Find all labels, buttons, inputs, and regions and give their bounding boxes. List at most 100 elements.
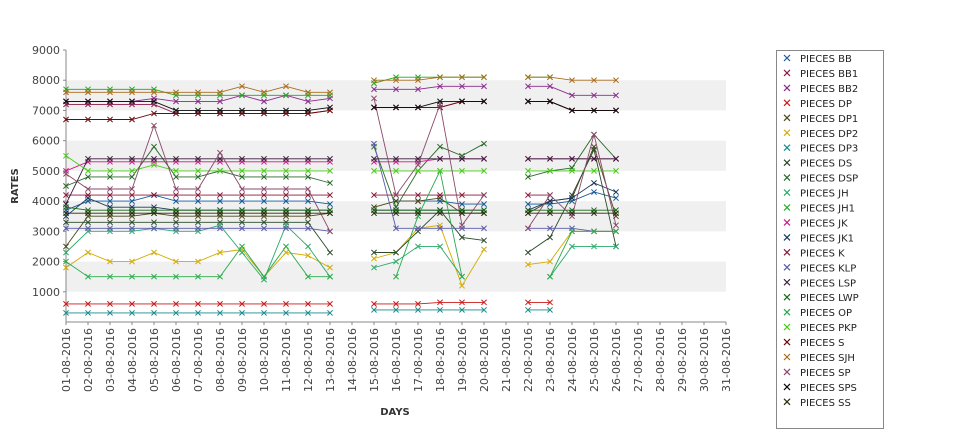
data-point: [239, 192, 245, 199]
data-point: [107, 116, 113, 123]
data-point: [195, 258, 201, 265]
legend-entry-label: PIECES LSP: [800, 278, 856, 289]
data-point: [63, 300, 69, 307]
data-point: [151, 192, 157, 199]
data-point: [129, 309, 135, 316]
data-point: [151, 122, 157, 129]
data-point: [261, 273, 267, 280]
data-point: [151, 155, 157, 162]
data-point: [261, 210, 267, 217]
data-point: [459, 83, 465, 90]
data-point: [393, 155, 399, 162]
legend-marker: [783, 54, 791, 62]
x-tick-label: 06-08-2016: [170, 328, 183, 392]
y-tick-label: 3000: [32, 225, 60, 238]
data-point: [85, 210, 91, 217]
data-point: [305, 186, 311, 192]
legend-entry-label: PIECES SPS: [800, 383, 857, 394]
data-point: [481, 140, 487, 147]
data-point: [261, 89, 267, 96]
data-point: [481, 225, 487, 232]
data-point: [371, 167, 377, 174]
legend-entry-label: PIECES JK1: [800, 233, 854, 244]
data-point: [415, 210, 421, 217]
data-point: [393, 249, 399, 256]
data-point: [613, 107, 619, 114]
data-point: [569, 77, 575, 84]
legend-marker: [783, 353, 791, 361]
x-tick-label: 03-08-2016: [104, 328, 117, 392]
data-point: [85, 300, 91, 307]
data-point: [107, 219, 113, 226]
data-point: [415, 192, 421, 199]
data-point: [437, 243, 443, 250]
data-point: [327, 309, 333, 316]
data-point: [437, 143, 443, 150]
data-point: [481, 299, 487, 306]
data-point: [459, 306, 465, 313]
data-point: [129, 89, 135, 96]
data-point: [481, 201, 487, 208]
data-point: [481, 246, 487, 253]
x-tick-label: 04-08-2016: [126, 328, 139, 392]
x-tick-label: 21-08-2016: [500, 328, 513, 392]
data-point: [547, 198, 553, 205]
series-pieces-sps: [63, 98, 619, 114]
data-point: [63, 225, 69, 232]
x-tick-label: 15-08-2016: [368, 328, 381, 392]
data-point: [305, 167, 311, 174]
data-point: [173, 167, 179, 174]
data-point: [305, 155, 311, 162]
data-point: [195, 225, 201, 232]
data-point: [415, 300, 421, 307]
data-point: [261, 173, 267, 180]
data-point: [107, 225, 113, 232]
y-tick-label: 4000: [32, 195, 60, 208]
data-point: [525, 261, 531, 268]
x-tick-label: 11-08-2016: [280, 328, 293, 392]
legend-entry-label: PIECES SS: [800, 398, 851, 409]
data-point: [217, 89, 223, 96]
data-point: [613, 210, 619, 217]
data-point: [371, 300, 377, 307]
data-point: [393, 167, 399, 174]
grid-band: [66, 140, 726, 171]
data-point: [173, 198, 179, 205]
series-pieces-lwp: [63, 204, 619, 214]
data-point: [63, 170, 69, 177]
series-pieces-lsp: [63, 155, 619, 208]
data-point: [107, 210, 113, 217]
data-point: [371, 86, 377, 93]
data-point: [63, 249, 69, 256]
data-point: [547, 225, 553, 232]
data-point: [173, 173, 179, 180]
data-point: [393, 77, 399, 84]
data-point: [613, 243, 619, 250]
data-point: [63, 192, 69, 199]
data-point: [217, 192, 223, 199]
data-point: [393, 210, 399, 217]
data-point: [525, 167, 531, 174]
legend-box: [776, 50, 884, 429]
data-point: [591, 155, 597, 162]
data-point: [393, 258, 399, 265]
series-pieces-op: [63, 167, 619, 280]
legend-entry-label: PIECES PKP: [800, 323, 857, 334]
data-point: [173, 107, 179, 114]
data-point: [547, 155, 553, 162]
legend-entry-label: PIECES DP2: [800, 129, 858, 140]
data-point: [547, 258, 553, 265]
data-point: [173, 186, 179, 192]
data-point: [195, 198, 201, 205]
data-point: [283, 225, 289, 232]
data-point: [217, 149, 223, 156]
data-point: [239, 92, 245, 99]
data-point: [305, 192, 311, 199]
x-tick-label: 24-08-2016: [566, 328, 579, 392]
data-point: [283, 300, 289, 307]
data-point: [415, 104, 421, 111]
data-point: [613, 92, 619, 99]
legend-marker: [783, 398, 791, 406]
data-point: [305, 225, 311, 232]
data-point: [261, 155, 267, 162]
